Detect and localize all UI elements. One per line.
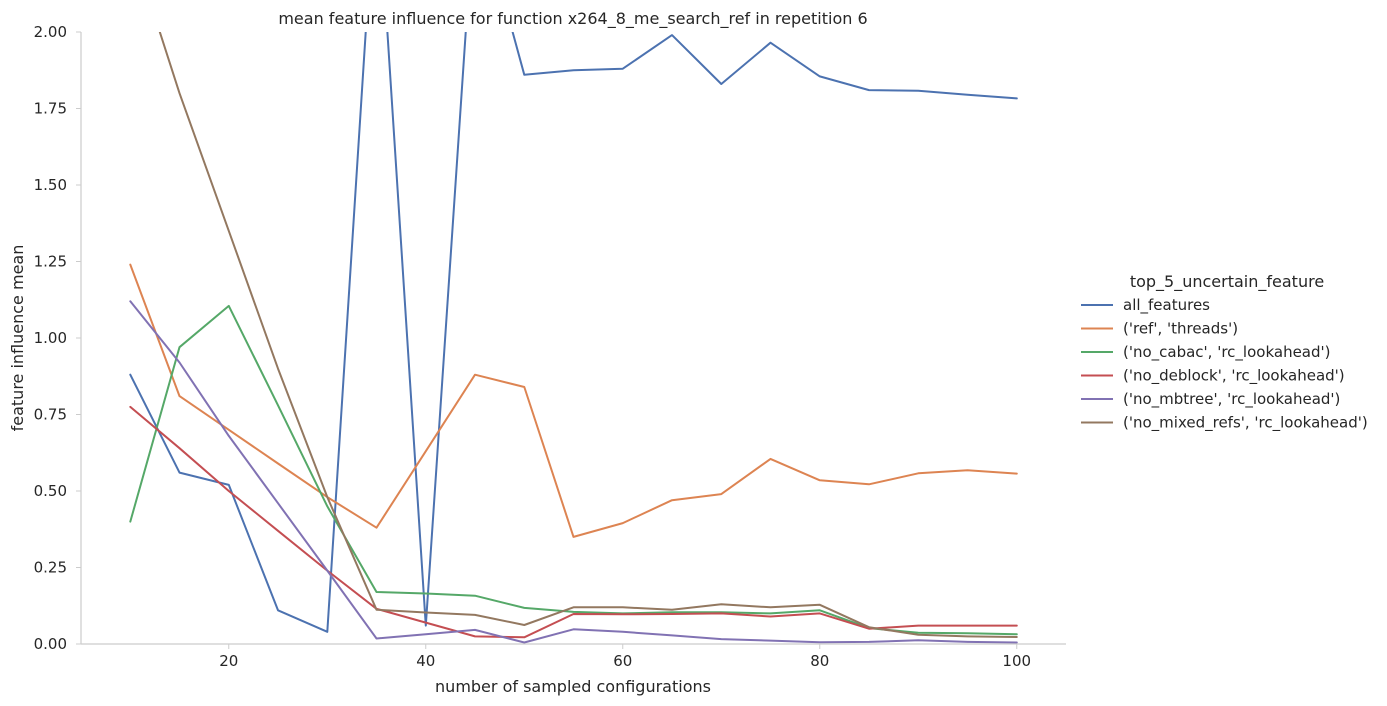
chart-title: mean feature influence for function x264… — [278, 9, 867, 29]
y-tick-label: 2.00 — [34, 23, 67, 41]
x-axis-label: number of sampled configurations — [435, 677, 711, 696]
legend-item: all_features — [1081, 296, 1210, 315]
x-tick-label: 40 — [416, 652, 435, 670]
legend-label: ('no_deblock', 'rc_lookahead') — [1123, 367, 1345, 386]
series-line — [129, 405, 1018, 639]
legend-label: ('no_cabac', 'rc_lookahead') — [1123, 343, 1331, 362]
series-line — [129, 263, 1018, 538]
y-tick-labels: 0.00 0.25 0.50 0.75 1.00 1.25 1.50 1.75 2.00 — [34, 23, 81, 653]
legend-item: ('no_mixed_refs', 'rc_lookahead') — [1081, 414, 1368, 433]
y-tick-label: 1.75 — [34, 100, 67, 118]
legend: top_5_uncertain_feature all_features ('re… — [1081, 272, 1368, 433]
x-tick-label: 100 — [1002, 652, 1031, 670]
x-tick-labels: 20 40 60 80 100 — [219, 644, 1031, 670]
series-layer — [129, 32, 1018, 644]
legend-label: ('no_mbtree', 'rc_lookahead') — [1123, 390, 1340, 409]
legend-item: ('no_deblock', 'rc_lookahead') — [1081, 367, 1345, 386]
series-line — [129, 304, 1018, 636]
legend-label: all_features — [1123, 296, 1210, 315]
legend-item: ('no_cabac', 'rc_lookahead') — [1081, 343, 1331, 362]
x-tick-label: 60 — [613, 652, 632, 670]
y-tick-label: 1.50 — [34, 176, 67, 194]
y-tick-label: 0.00 — [34, 635, 67, 653]
legend-label: ('ref', 'threads') — [1123, 320, 1238, 338]
series-line — [158, 32, 1018, 638]
x-tick-label: 20 — [219, 652, 238, 670]
x-tick-label: 80 — [810, 652, 829, 670]
series-line — [129, 32, 1018, 633]
series-line — [129, 300, 1018, 644]
y-tick-label: 1.00 — [34, 329, 67, 347]
legend-label: ('no_mixed_refs', 'rc_lookahead') — [1123, 414, 1368, 433]
legend-item: ('no_mbtree', 'rc_lookahead') — [1081, 390, 1340, 409]
legend-item: ('ref', 'threads') — [1081, 320, 1238, 338]
y-tick-label: 1.25 — [34, 253, 67, 271]
y-axis-label: feature influence mean — [8, 245, 27, 432]
legend-items: all_features ('ref', 'threads') ('no_cabac… — [1081, 296, 1368, 433]
legend-title: top_5_uncertain_feature — [1130, 272, 1324, 292]
y-tick-label: 0.25 — [34, 559, 67, 577]
y-tick-label: 0.50 — [34, 482, 67, 500]
y-tick-label: 0.75 — [34, 406, 67, 424]
